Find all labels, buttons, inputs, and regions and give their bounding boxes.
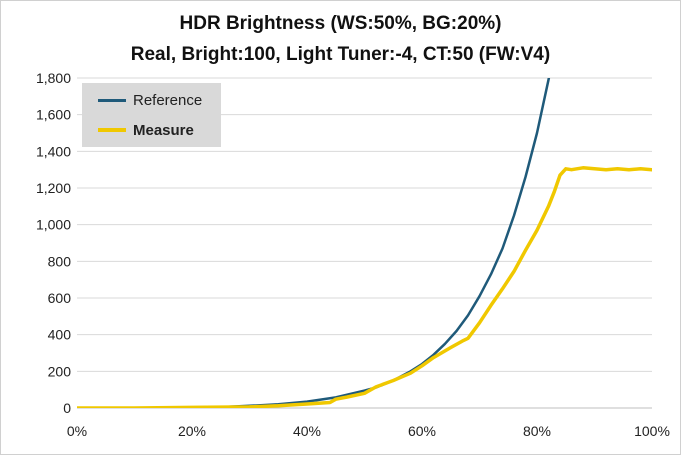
y-tick-label: 1,200 [36, 180, 71, 196]
y-tick-label: 600 [48, 290, 72, 306]
y-tick-label: 1,800 [36, 70, 71, 86]
y-tick-label: 800 [48, 253, 72, 269]
x-tick-label: 0% [67, 423, 87, 439]
series-line-measure [77, 166, 652, 408]
y-tick-label: 1,600 [36, 107, 71, 123]
x-tick-label: 100% [634, 423, 670, 439]
legend-label-measure: Measure [133, 121, 194, 139]
y-tick-label: 1,000 [36, 217, 71, 233]
legend-swatch-measure [98, 128, 126, 132]
x-tick-label: 20% [178, 423, 206, 439]
y-tick-label: 0 [63, 400, 71, 416]
x-tick-label: 60% [408, 423, 436, 439]
chart-subtitle: Real, Bright:100, Light Tuner:-4, CT:50 … [130, 44, 551, 65]
y-tick-label: 400 [48, 327, 72, 343]
legend-item-measure: Measure [82, 119, 194, 141]
series-line-reference [77, 78, 551, 408]
legend: Reference Measure [82, 83, 221, 147]
legend-swatch-reference [98, 98, 126, 102]
legend-label-reference: Reference [133, 91, 203, 109]
y-tick-label: 1,400 [36, 143, 71, 159]
y-tick-label: 200 [48, 363, 72, 379]
x-tick-label: 40% [293, 423, 321, 439]
legend-item-reference: Reference [82, 89, 202, 111]
chart-title: HDR Brightness (WS:50%, BG:20%) [179, 13, 502, 34]
x-tick-label: 80% [523, 423, 551, 439]
